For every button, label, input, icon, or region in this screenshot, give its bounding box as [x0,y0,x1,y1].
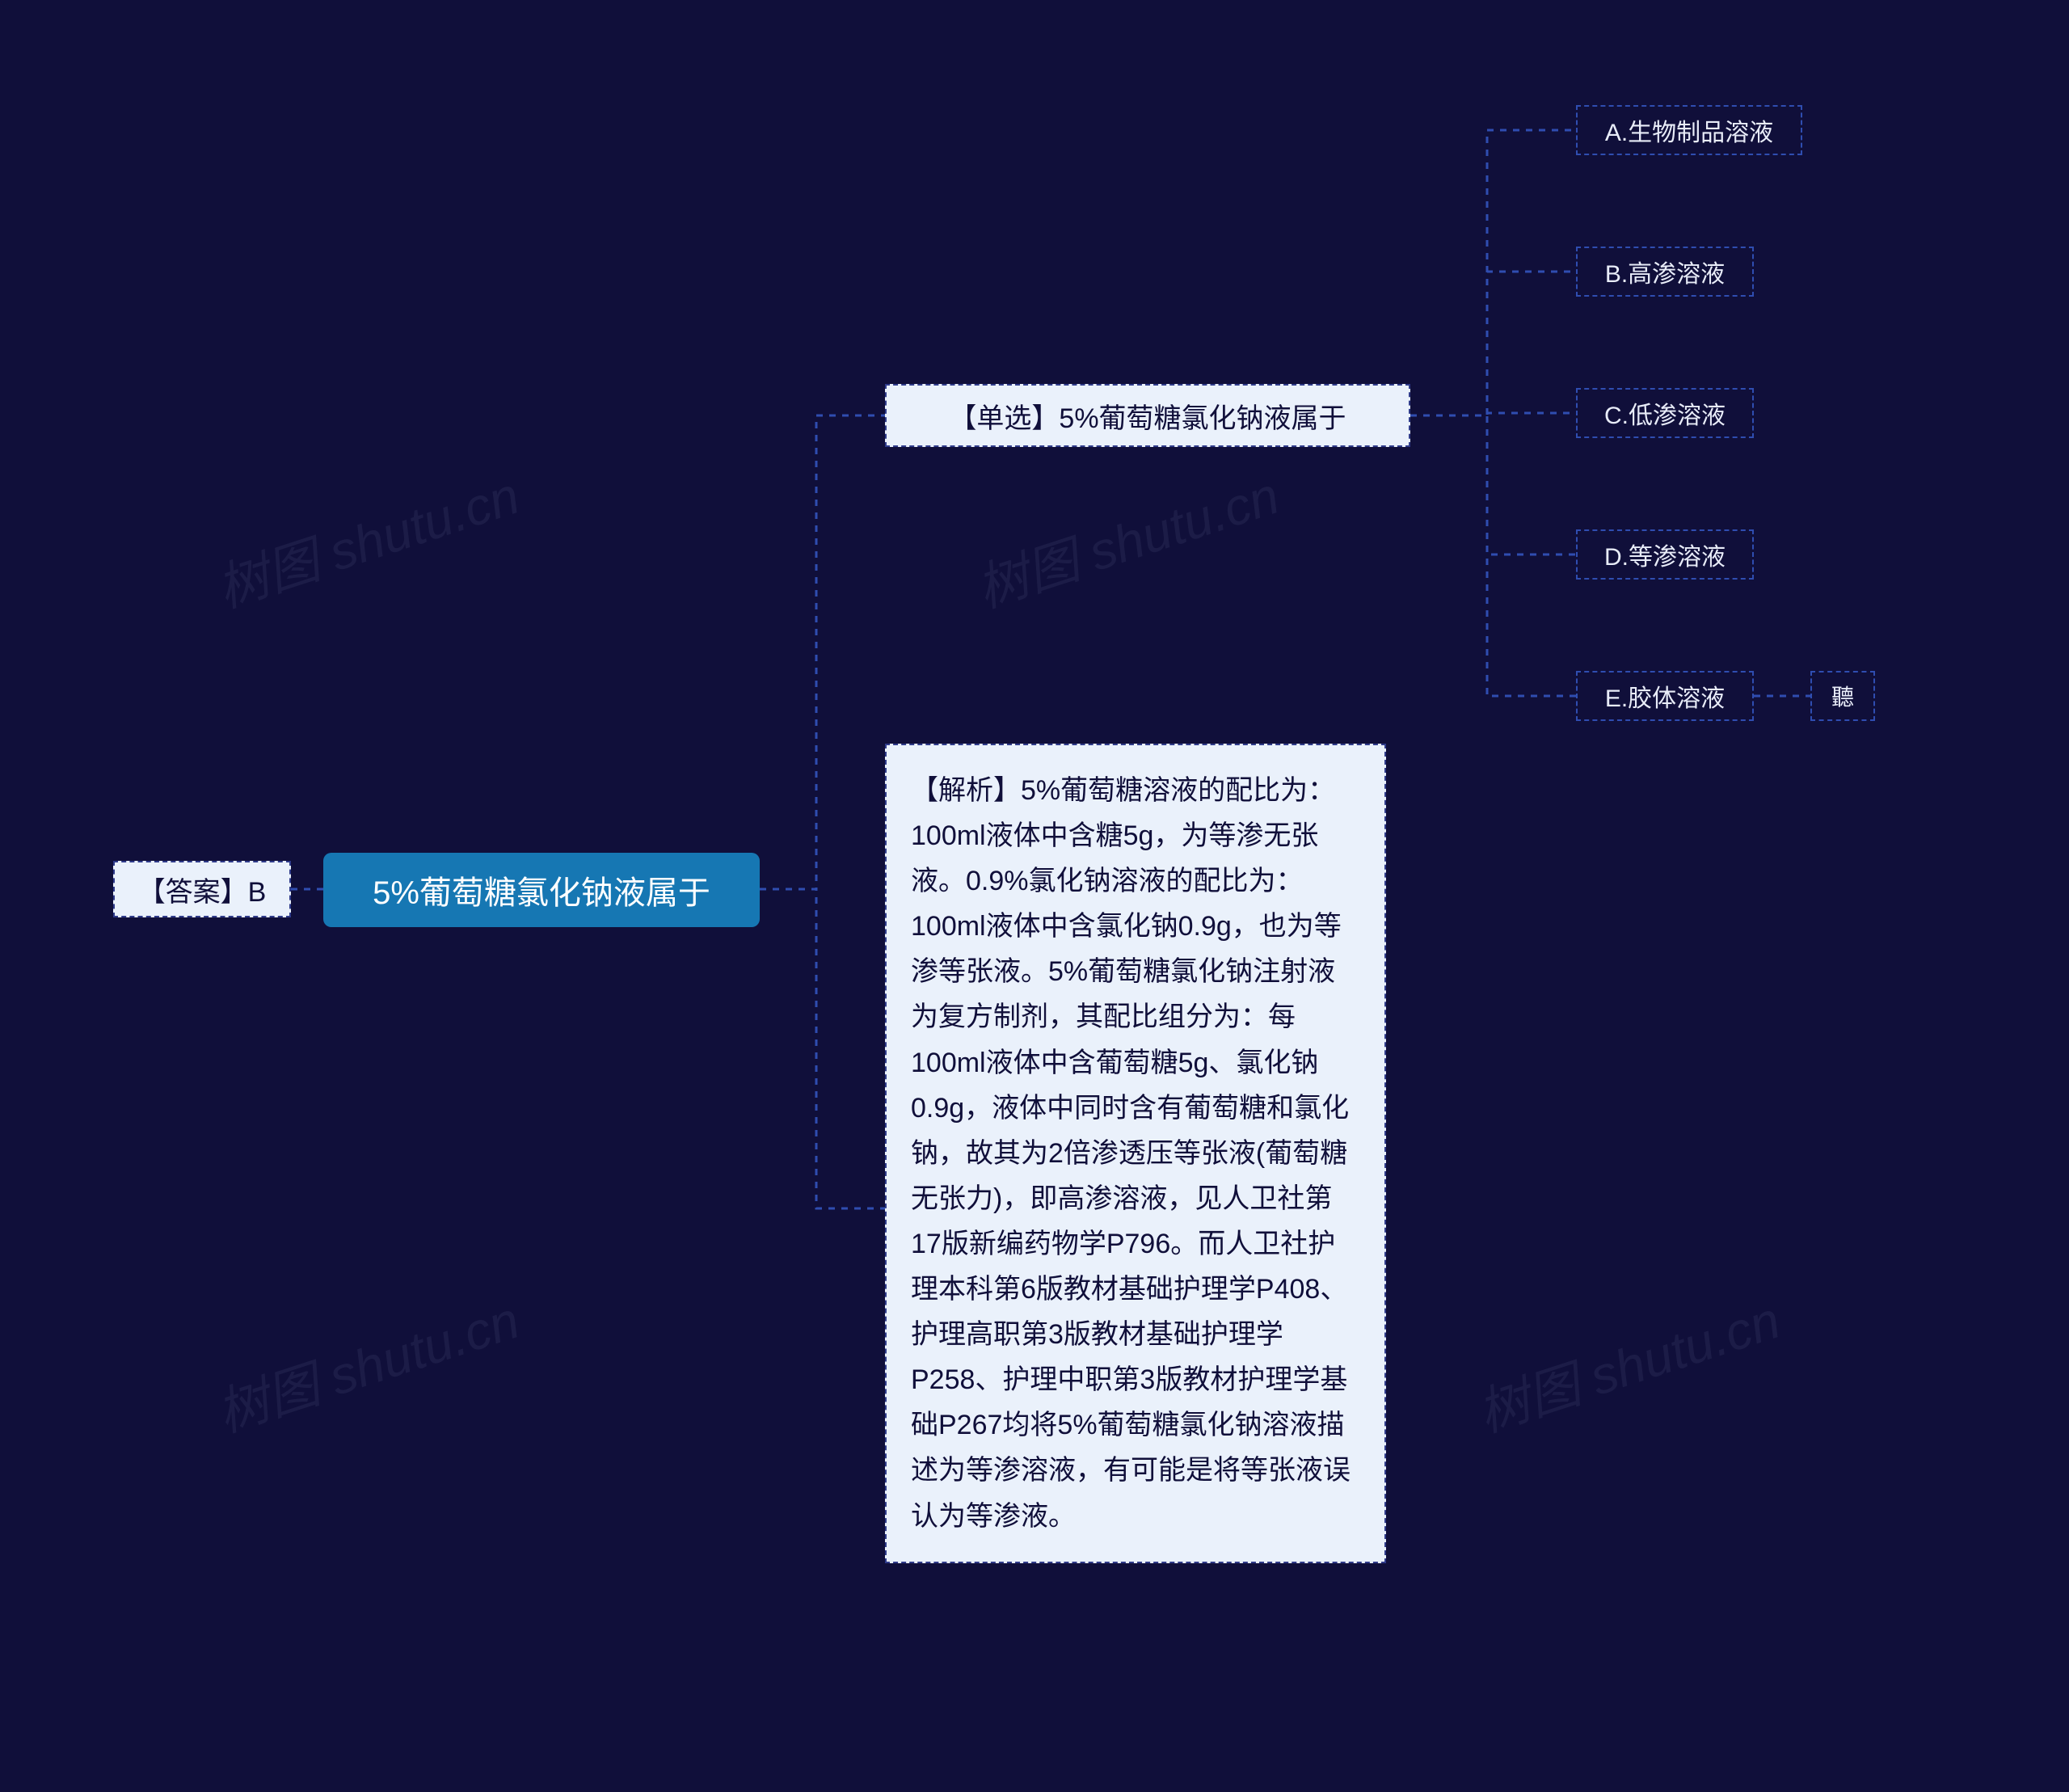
explanation-text: 【解析】5%葡萄糖溶液的配比为：100ml液体中含糖5g，为等渗无张液。0.9%… [911,775,1351,1532]
option-a: A.生物制品溶液 [1576,105,1802,155]
watermark: 树图 shutu.cn [206,1279,527,1446]
option-c-text: C.低渗溶液 [1604,395,1726,431]
question-text: 【单选】5%葡萄糖氯化钠液属于 [949,396,1346,436]
option-d-text: D.等渗溶液 [1604,537,1726,572]
leaf-text: 聽 [1831,680,1854,712]
watermark: 树图 shutu.cn [206,454,527,622]
option-e-text: E.胶体溶液 [1605,678,1725,714]
question-node: 【单选】5%葡萄糖氯化钠液属于 [885,384,1410,447]
answer-text: 【答案】B [138,870,267,909]
option-e: E.胶体溶液 [1576,671,1754,721]
leaf-node: 聽 [1810,671,1875,721]
watermark: 树图 shutu.cn [1467,1279,1788,1446]
center-node: 5%葡萄糖氯化钠液属于 [323,853,760,927]
explanation-node: 【解析】5%葡萄糖溶液的配比为：100ml液体中含糖5g，为等渗无张液。0.9%… [885,744,1386,1563]
answer-node: 【答案】B [113,861,291,917]
watermark: 树图 shutu.cn [966,454,1287,622]
option-b-text: B.高渗溶液 [1605,254,1725,289]
option-c: C.低渗溶液 [1576,388,1754,438]
option-a-text: A.生物制品溶液 [1605,112,1773,148]
option-b: B.高渗溶液 [1576,247,1754,297]
center-text: 5%葡萄糖氯化钠液属于 [373,866,710,913]
option-d: D.等渗溶液 [1576,529,1754,580]
